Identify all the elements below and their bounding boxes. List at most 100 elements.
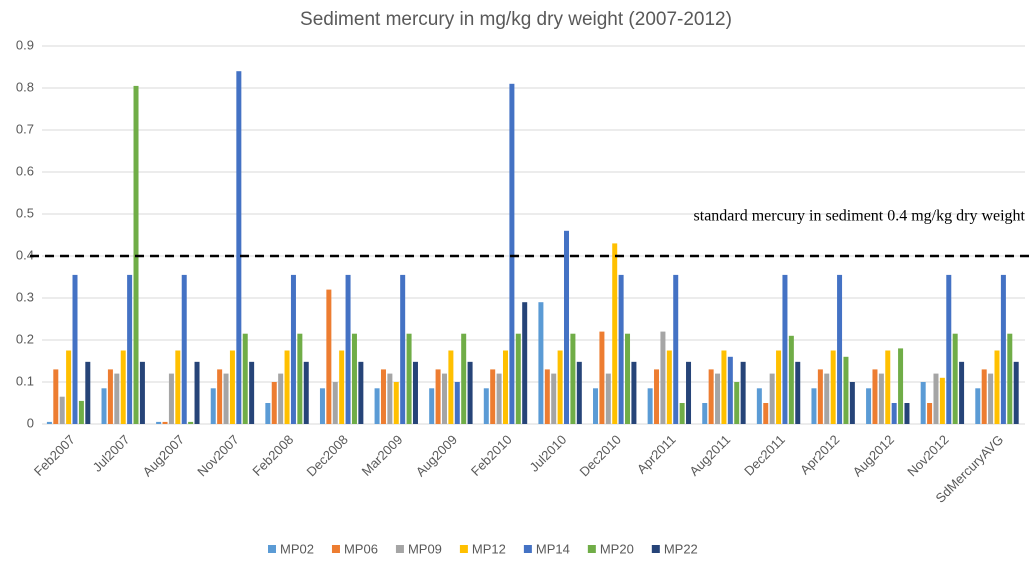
bar — [904, 403, 910, 424]
bar — [939, 377, 945, 424]
bar — [570, 333, 576, 424]
legend-label: MP22 — [664, 541, 698, 556]
bar — [959, 361, 965, 424]
bar — [278, 373, 284, 424]
x-tick-label: Nov2012 — [904, 432, 951, 479]
x-tick-label: Dec2011 — [741, 432, 788, 479]
bar — [194, 361, 200, 424]
bar — [878, 373, 884, 424]
bar — [429, 388, 435, 424]
x-tick-label: Feb2008 — [249, 432, 296, 479]
bar — [223, 373, 229, 424]
bar — [284, 350, 290, 424]
y-tick-label: 0.6 — [16, 163, 34, 178]
bar — [631, 361, 637, 424]
bar — [162, 421, 168, 424]
x-tick-label: Aug2011 — [686, 432, 733, 479]
bar — [249, 361, 255, 424]
y-tick-label: 0.2 — [16, 331, 34, 346]
bar — [217, 369, 223, 424]
bar — [538, 302, 544, 424]
bar — [265, 403, 271, 424]
bar — [387, 373, 393, 424]
legend-label: MP20 — [600, 541, 634, 556]
bar — [345, 274, 351, 424]
bar — [654, 369, 660, 424]
bar — [679, 403, 685, 424]
legend-label: MP09 — [408, 541, 442, 556]
bar — [898, 348, 904, 424]
legend-swatch — [587, 545, 596, 553]
x-tick-label: Nov2007 — [194, 432, 241, 479]
y-tick-label: 0.5 — [16, 205, 34, 220]
bar — [551, 373, 557, 424]
bar — [756, 388, 762, 424]
bar — [72, 274, 78, 424]
bar — [303, 361, 309, 424]
bar — [127, 274, 133, 424]
y-tick-label: 0.8 — [16, 79, 34, 94]
bar — [740, 361, 746, 424]
x-tick-label: Feb2007 — [31, 432, 78, 479]
bar — [708, 369, 714, 424]
bar — [496, 373, 502, 424]
bar — [612, 243, 618, 424]
bar — [229, 350, 235, 424]
bar — [544, 369, 550, 424]
bar — [885, 350, 891, 424]
bar — [920, 382, 926, 424]
reference-label: standard mercury in sediment 0.4 mg/kg d… — [694, 208, 1026, 225]
bar — [734, 382, 740, 424]
bar — [502, 350, 508, 424]
bar — [120, 350, 126, 424]
bar — [351, 333, 357, 424]
legend-swatch — [395, 545, 404, 553]
y-tick-label: 0.4 — [16, 247, 34, 262]
bar — [59, 396, 65, 424]
bar — [326, 289, 332, 424]
bar — [673, 274, 679, 424]
bar — [400, 274, 406, 424]
bar — [593, 388, 599, 424]
x-tick-label: Apr2011 — [634, 432, 679, 477]
bar — [769, 373, 775, 424]
x-tick-label: Aug2007 — [140, 432, 187, 479]
bar — [78, 400, 84, 424]
bar — [66, 350, 72, 424]
bar — [849, 382, 855, 424]
x-tick-label: Mar2009 — [359, 432, 406, 479]
bar — [933, 373, 939, 424]
bar — [686, 361, 692, 424]
bar — [830, 350, 836, 424]
bar — [564, 230, 570, 424]
bar — [866, 388, 872, 424]
legend-swatch — [268, 545, 276, 553]
bar — [236, 71, 242, 424]
legend-swatch — [459, 545, 468, 553]
bar — [297, 333, 303, 424]
y-tick-label: 0.3 — [16, 289, 34, 304]
bar — [53, 369, 59, 424]
bar — [618, 274, 624, 424]
bar — [843, 356, 849, 424]
bar — [817, 369, 823, 424]
bar — [557, 350, 563, 424]
bar — [406, 333, 412, 424]
bar — [139, 361, 145, 424]
bar — [435, 369, 441, 424]
bar — [461, 333, 467, 424]
bar — [101, 388, 107, 424]
bar — [782, 274, 788, 424]
bar — [290, 274, 296, 424]
bar — [837, 274, 843, 424]
bar — [927, 403, 933, 424]
bar — [1007, 333, 1013, 424]
bar — [522, 302, 528, 424]
bar — [46, 421, 52, 424]
bar — [715, 373, 721, 424]
bar — [210, 388, 216, 424]
legend-label: MP12 — [472, 541, 506, 556]
bar — [107, 369, 113, 424]
